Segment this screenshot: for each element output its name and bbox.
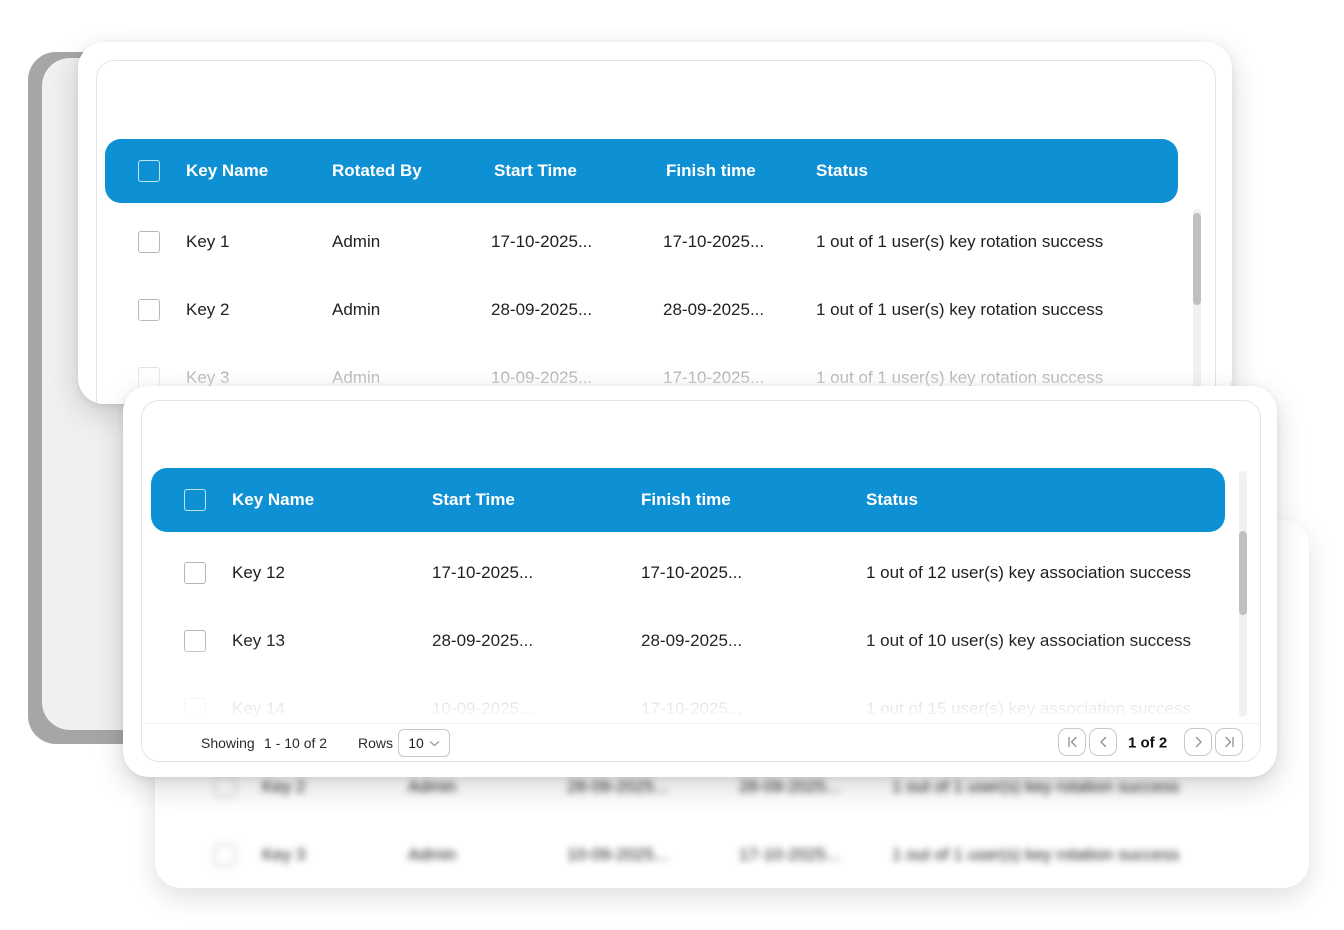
rotation-table-scrollbar[interactable] (1193, 209, 1201, 404)
cell-finish-time: 17-10-2025... (663, 232, 765, 251)
cell-status: 1 out of 1 user(s) key rotation success (816, 368, 1104, 387)
key-rotation-audit-card: Key Rotation Audit Key Name Rotated By S… (78, 42, 1232, 404)
last-page-icon (1223, 736, 1236, 748)
showing-label: Showing (201, 735, 255, 751)
cell-finish-time: 17-10-2025... (641, 699, 743, 718)
last-page-button[interactable] (1215, 728, 1243, 756)
cell-key-name: Key 3 (186, 368, 230, 387)
first-page-icon (1066, 736, 1079, 748)
scrollbar-thumb[interactable] (1193, 213, 1201, 305)
cell-rotated-by: Admin (332, 232, 381, 251)
rows-per-page-value: 10 (408, 735, 424, 751)
previous-page-button[interactable] (1089, 728, 1117, 756)
cell-finish-time: 28-09-2025... (663, 300, 765, 319)
cell-status: 1 out of 1 user(s) key rotation success (892, 845, 1180, 864)
column-header-status: Status (866, 490, 918, 509)
cell-start-time: 28-09-2025... (567, 777, 669, 796)
cell-start-time: 28-09-2025... (432, 631, 534, 650)
row-checkbox[interactable] (138, 231, 160, 253)
cell-status: 1 out of 1 user(s) key rotation success (816, 232, 1104, 251)
cell-key-name: Key 13 (232, 631, 285, 650)
row-checkbox (214, 844, 236, 866)
cell-key-name: Key 12 (232, 563, 285, 582)
cell-key-name: Key 2 (186, 300, 230, 319)
rotation-select-all-checkbox[interactable] (138, 160, 160, 182)
cell-rotated-by: Admin (408, 777, 457, 796)
cell-rotated-by: Admin (332, 368, 381, 387)
cell-rotated-by: Admin (408, 845, 457, 864)
pagination-bar: Showing 1 - 10 of 2 Rows 10 (142, 723, 1260, 761)
cell-status: 1 out of 1 user(s) key rotation success (892, 777, 1180, 796)
association-select-all-checkbox[interactable] (184, 489, 206, 511)
association-table-panel: Key Name Start Time Finish time Status K… (141, 400, 1261, 762)
cell-key-name: Key 1 (186, 232, 230, 251)
cell-start-time: 28-09-2025... (491, 300, 593, 319)
cell-start-time: 10-09-2025... (491, 368, 593, 387)
page-indicator: 1 of 2 (1128, 734, 1168, 752)
scrollbar-thumb[interactable] (1239, 531, 1247, 615)
column-header-start-time: Start Time (432, 490, 515, 509)
table-row: Key 13 28-09-2025... 28-09-2025... 1 out… (142, 607, 1260, 675)
table-row: Key 2 Admin 28-09-2025... 28-09-2025... … (155, 753, 1309, 821)
cell-status: 1 out of 10 user(s) key association succ… (866, 631, 1192, 650)
row-checkbox (214, 776, 236, 798)
chevron-down-icon (429, 740, 440, 747)
column-header-key-name: Key Name (232, 490, 315, 509)
rotation-table-header: Key Name Rotated By Start Time Finish ti… (105, 139, 1178, 203)
chevron-right-icon (1192, 736, 1205, 748)
row-checkbox[interactable] (184, 698, 206, 720)
cell-start-time: 10-09-2025... (432, 699, 534, 718)
showing-range: 1 - 10 of 2 (264, 735, 328, 751)
cell-finish-time: 28-09-2025... (641, 631, 743, 650)
cell-status: 1 out of 1 user(s) key rotation success (816, 300, 1104, 319)
row-checkbox[interactable] (138, 299, 160, 321)
cell-rotated-by: Admin (332, 300, 381, 319)
cell-status: 1 out of 12 user(s) key association succ… (866, 563, 1192, 582)
key-association-audit-card: Key Association Audit Key Name Start Tim… (123, 386, 1277, 777)
association-table-header: Key Name Start Time Finish time Status (151, 468, 1225, 532)
row-checkbox[interactable] (184, 630, 206, 652)
rows-per-page-dropdown[interactable]: 10 (398, 729, 450, 757)
association-table-scrollbar[interactable] (1239, 471, 1247, 717)
cell-start-time: 17-10-2025... (432, 563, 534, 582)
table-row: Key 1 Admin 17-10-2025... 17-10-2025... … (97, 208, 1215, 276)
chevron-left-icon (1097, 736, 1110, 748)
column-header-key-name: Key Name (186, 161, 269, 180)
table-row: Key 3 Admin 10-09-2025... 17-10-2025... … (155, 821, 1309, 888)
table-row: Key 2 Admin 28-09-2025... 28-09-2025... … (97, 276, 1215, 344)
cell-key-name: Key 14 (232, 699, 285, 718)
column-header-status: Status (816, 161, 868, 180)
background-card-blurred-content: Key 2 Admin 28-09-2025... 28-09-2025... … (155, 520, 1309, 888)
cell-key-name: Key 2 (262, 777, 306, 796)
row-checkbox[interactable] (184, 562, 206, 584)
cell-start-time: 17-10-2025... (491, 232, 593, 251)
next-page-button[interactable] (1184, 728, 1212, 756)
rotation-table-panel: Key Name Rotated By Start Time Finish ti… (96, 60, 1216, 404)
cell-finish-time: 17-10-2025... (739, 845, 841, 864)
cell-finish-time: 17-10-2025... (663, 368, 765, 387)
cell-finish-time: 28-09-2025... (739, 777, 841, 796)
table-row: Key 12 17-10-2025... 17-10-2025... 1 out… (142, 539, 1260, 607)
cell-key-name: Key 3 (262, 845, 306, 864)
column-header-start-time: Start Time (494, 161, 577, 180)
rows-label: Rows (358, 735, 394, 751)
column-header-finish-time: Finish time (666, 161, 756, 180)
cell-start-time: 10-09-2025... (567, 845, 669, 864)
column-header-rotated-by: Rotated By (332, 161, 422, 180)
first-page-button[interactable] (1058, 728, 1086, 756)
cell-finish-time: 17-10-2025... (641, 563, 743, 582)
cell-status: 1 out of 15 user(s) key association succ… (866, 699, 1192, 718)
column-header-finish-time: Finish time (641, 490, 731, 509)
